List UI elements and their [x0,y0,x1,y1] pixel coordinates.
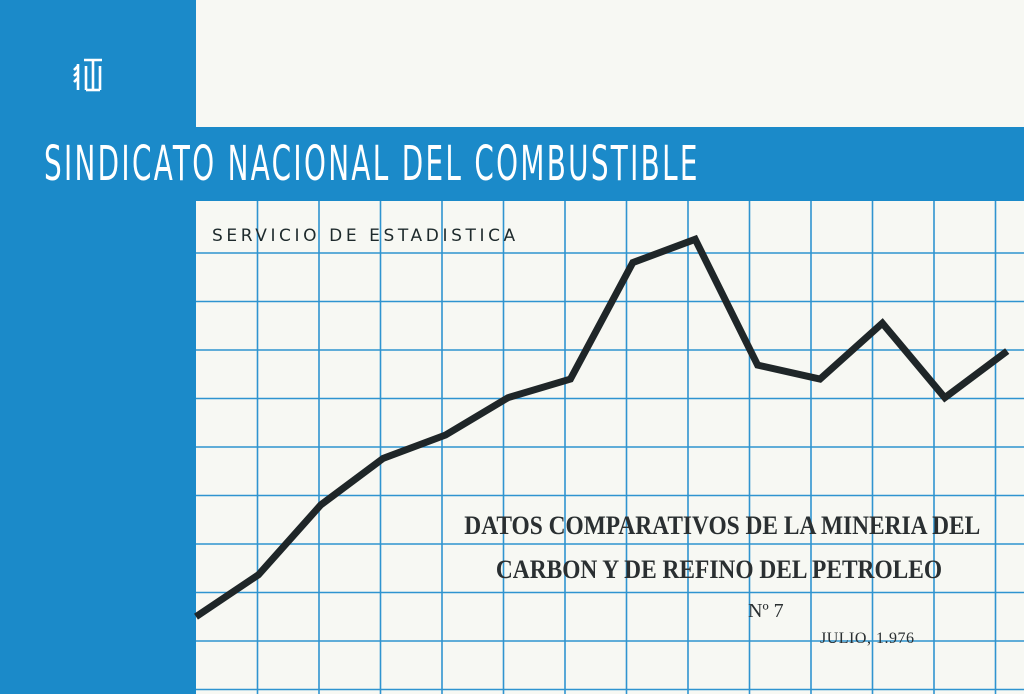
document-title: DATOS COMPARATIVOS DE LA MINERIA DEL CAR… [436,504,1002,592]
document-title-line-2: CARBON Y DE REFINO DEL PETROLEO [495,555,943,584]
issue-number: Nº 7 [748,600,784,622]
chart-series-line [194,234,1010,620]
top-white-area [196,0,1024,127]
service-subtitle: SERVICIO DE ESTADISTICA [212,226,519,246]
graph-paper [196,201,1024,694]
organization-title: SINDICATO NACIONAL DEL COMBUSTIBLE [44,136,700,192]
title-band [0,127,1024,201]
sindicato-emblem-icon [73,58,102,92]
document-title-line-1: DATOS COMPARATIVOS DE LA MINERIA DEL [464,511,981,540]
blue-side-panel [0,0,196,694]
issue-date: JULIO, 1.976 [820,630,915,647]
